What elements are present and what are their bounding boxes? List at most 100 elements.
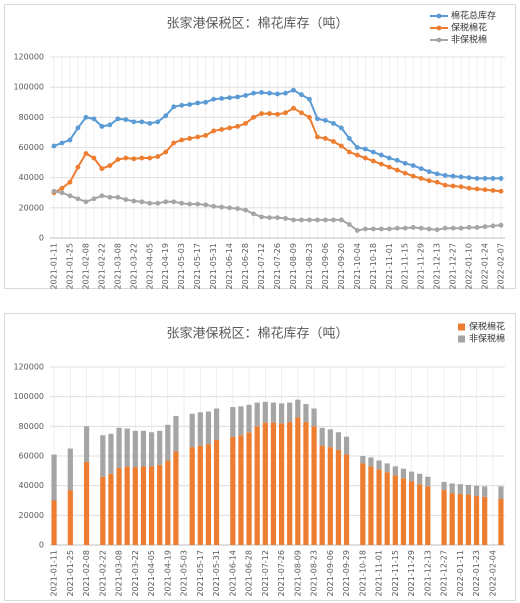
point bbox=[227, 205, 233, 211]
x-tick-label: 2021-07-26 bbox=[273, 243, 282, 290]
point bbox=[91, 155, 97, 161]
legend-label: 非保税棉 bbox=[469, 333, 505, 345]
point bbox=[259, 111, 264, 116]
point bbox=[267, 90, 272, 96]
x-tick-label: 2021-06-14 bbox=[225, 243, 234, 289]
point bbox=[354, 228, 360, 233]
y-tick-label: 80000 bbox=[19, 422, 44, 431]
bar bbox=[287, 421, 293, 545]
point bbox=[99, 166, 105, 172]
bar bbox=[343, 454, 350, 545]
bar bbox=[303, 421, 309, 545]
point bbox=[394, 157, 400, 163]
x-tick-label: 2021-10-18 bbox=[369, 243, 378, 290]
point bbox=[203, 202, 209, 208]
point bbox=[59, 140, 65, 146]
chart-frame bbox=[4, 4, 516, 289]
bar bbox=[230, 436, 236, 545]
point bbox=[338, 217, 344, 223]
point bbox=[482, 187, 488, 193]
point bbox=[195, 201, 201, 207]
x-tick-label: 2021-11-29 bbox=[417, 243, 426, 290]
point bbox=[275, 111, 280, 117]
bar bbox=[376, 469, 382, 545]
y-tick-label: 100000 bbox=[13, 83, 44, 92]
x-tick-label: 2021-05-03 bbox=[177, 243, 186, 290]
y-tick-label: 0 bbox=[39, 234, 44, 243]
point bbox=[362, 226, 368, 232]
x-tick-label: 2021-04-19 bbox=[161, 243, 170, 290]
y-tick-label: 40000 bbox=[19, 173, 44, 182]
point bbox=[211, 203, 217, 209]
bar bbox=[270, 422, 277, 545]
point bbox=[402, 225, 408, 231]
bar bbox=[319, 445, 325, 545]
x-tick-label: 2021-06-28 bbox=[245, 550, 254, 597]
x-tick-label: 2021-03-08 bbox=[115, 550, 124, 597]
bar bbox=[482, 486, 488, 497]
point bbox=[490, 176, 496, 181]
point bbox=[67, 137, 73, 143]
bar bbox=[67, 490, 73, 545]
legend-label: 保税棉花 bbox=[469, 321, 505, 333]
point bbox=[283, 215, 288, 221]
point bbox=[283, 110, 288, 116]
point bbox=[434, 179, 440, 185]
x-tick-label: 2021-07-26 bbox=[277, 550, 286, 597]
bar bbox=[246, 404, 252, 433]
point bbox=[171, 199, 177, 205]
point bbox=[410, 163, 416, 169]
bar bbox=[205, 411, 212, 445]
point bbox=[235, 123, 240, 129]
bar bbox=[278, 423, 285, 545]
x-tick-label: 2021-12-13 bbox=[433, 243, 442, 290]
point bbox=[187, 102, 193, 107]
x-tick-label: 2021-03-08 bbox=[113, 243, 122, 290]
x-tick-label: 2021-08-23 bbox=[310, 550, 319, 597]
point bbox=[426, 169, 432, 175]
chart-title: 张家港保税区：棉花库存（吨） bbox=[166, 326, 348, 342]
x-tick-label: 2021-05-17 bbox=[196, 550, 205, 597]
point bbox=[386, 155, 392, 161]
x-tick-label: 2021-12-27 bbox=[440, 550, 449, 597]
bar bbox=[165, 460, 171, 545]
point bbox=[75, 125, 81, 131]
bar bbox=[368, 457, 374, 467]
y-tick-label: 20000 bbox=[19, 511, 44, 520]
point bbox=[179, 137, 185, 143]
point bbox=[243, 207, 248, 213]
point bbox=[307, 217, 312, 223]
bar bbox=[441, 490, 447, 545]
point bbox=[219, 96, 225, 101]
point bbox=[107, 122, 113, 128]
bar bbox=[295, 399, 301, 418]
point bbox=[426, 178, 432, 184]
y-tick-label: 120000 bbox=[13, 363, 44, 372]
point bbox=[474, 176, 480, 181]
legend-swatch bbox=[458, 335, 465, 343]
x-tick-label: 2021-01-11 bbox=[50, 550, 59, 597]
x-tick-label: 2021-07-12 bbox=[257, 243, 266, 290]
x-tick-label: 2021-01-25 bbox=[66, 550, 75, 597]
point bbox=[370, 226, 376, 232]
bar bbox=[173, 415, 179, 452]
point bbox=[171, 104, 177, 110]
bar bbox=[498, 486, 504, 500]
point bbox=[450, 183, 456, 189]
point bbox=[203, 133, 209, 138]
point bbox=[131, 198, 137, 204]
point bbox=[442, 225, 448, 231]
point bbox=[307, 96, 312, 102]
point bbox=[442, 182, 448, 188]
point bbox=[99, 193, 105, 199]
bar bbox=[246, 432, 252, 545]
bar bbox=[417, 484, 423, 545]
bar bbox=[124, 428, 130, 467]
point bbox=[203, 99, 209, 105]
point bbox=[251, 90, 256, 96]
bar bbox=[189, 447, 195, 545]
bar bbox=[303, 404, 309, 422]
x-tick-label: 2021-09-06 bbox=[321, 243, 330, 290]
bar bbox=[392, 466, 398, 476]
